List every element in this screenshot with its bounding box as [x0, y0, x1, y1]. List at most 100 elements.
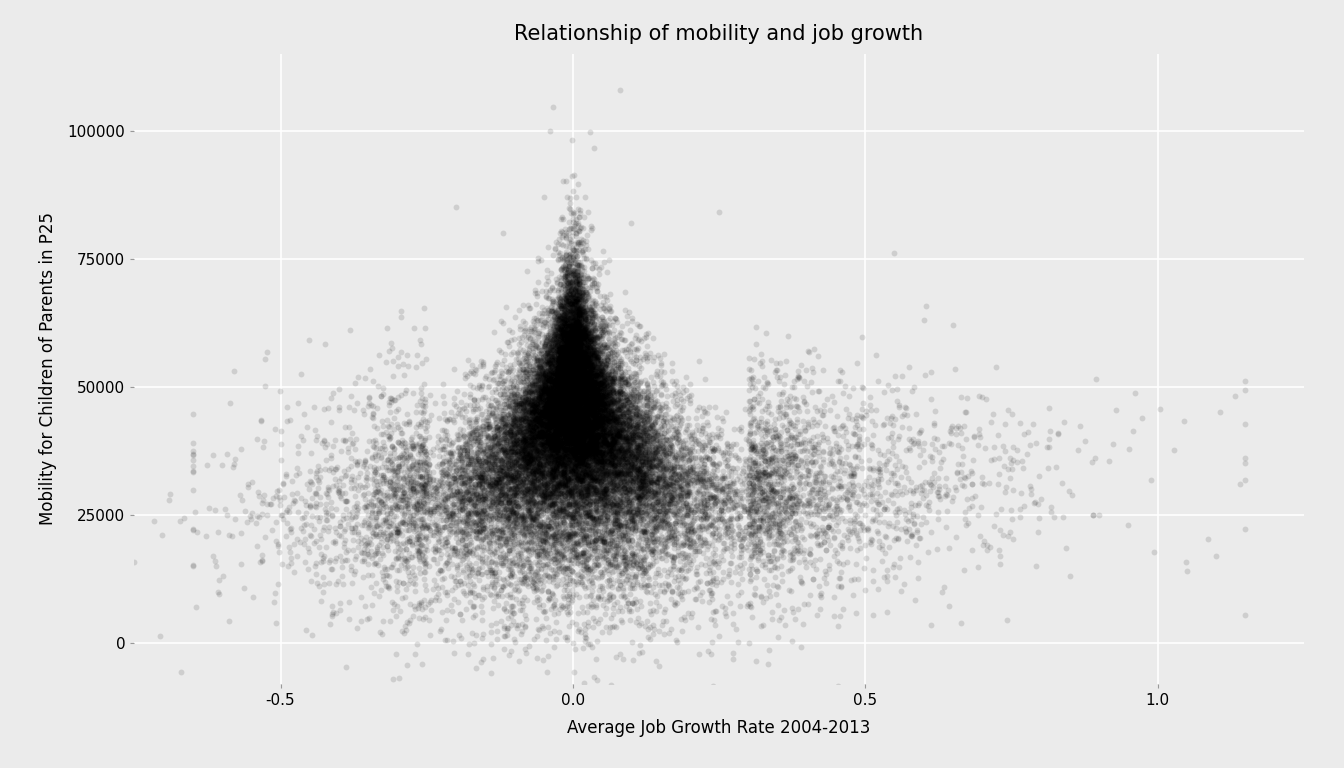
Point	[555, 376, 577, 389]
Point	[508, 498, 530, 511]
Point	[569, 360, 590, 372]
Point	[551, 343, 573, 355]
Point	[560, 511, 582, 523]
Point	[367, 529, 388, 541]
Point	[587, 514, 609, 526]
Point	[547, 402, 569, 415]
Point	[591, 398, 613, 410]
Point	[590, 593, 612, 605]
Point	[532, 352, 554, 364]
Point	[633, 488, 655, 500]
Point	[629, 441, 650, 453]
Point	[574, 380, 595, 392]
Point	[438, 509, 460, 521]
Point	[590, 571, 612, 583]
Point	[564, 427, 586, 439]
Point	[513, 425, 535, 437]
Point	[550, 462, 571, 474]
Point	[548, 353, 570, 365]
Point	[657, 482, 679, 494]
Point	[564, 271, 586, 283]
Point	[564, 457, 586, 469]
Point	[472, 379, 493, 392]
Point	[569, 349, 590, 361]
Point	[617, 389, 638, 402]
Point	[543, 481, 564, 493]
Point	[531, 541, 552, 554]
Point	[360, 569, 382, 581]
Point	[524, 441, 546, 453]
Point	[507, 482, 528, 494]
Point	[564, 403, 586, 415]
Point	[560, 352, 582, 364]
Point	[563, 453, 585, 465]
Point	[530, 438, 551, 450]
Point	[555, 376, 577, 388]
Point	[636, 451, 657, 463]
Point	[468, 492, 489, 504]
Point	[751, 469, 773, 482]
Point	[591, 492, 613, 505]
Point	[363, 478, 384, 490]
Point	[797, 456, 818, 468]
Point	[407, 418, 429, 430]
Point	[554, 384, 575, 396]
Point	[574, 396, 595, 408]
Point	[513, 506, 535, 518]
Point	[594, 449, 616, 461]
Point	[859, 399, 880, 412]
Point	[220, 530, 242, 542]
Point	[492, 432, 513, 445]
Point	[570, 311, 591, 323]
Point	[538, 409, 559, 421]
Point	[530, 412, 551, 425]
Point	[544, 333, 566, 345]
Point	[544, 399, 566, 411]
Point	[562, 465, 583, 477]
Point	[571, 421, 593, 433]
Point	[543, 310, 564, 323]
Point	[449, 485, 470, 497]
Point	[535, 406, 556, 418]
Point	[462, 525, 484, 538]
Point	[575, 330, 597, 343]
Point	[444, 362, 465, 375]
Point	[594, 448, 616, 460]
Point	[563, 453, 585, 465]
Point	[555, 450, 577, 462]
Point	[371, 415, 392, 427]
Point	[305, 557, 327, 569]
Point	[456, 515, 477, 528]
Point	[663, 460, 684, 472]
Point	[585, 295, 606, 307]
Point	[625, 521, 646, 533]
Point	[636, 540, 657, 552]
Point	[612, 425, 633, 437]
Point	[517, 397, 539, 409]
Point	[573, 353, 594, 365]
Point	[617, 442, 638, 455]
Point	[579, 444, 601, 456]
Point	[429, 474, 450, 486]
Point	[555, 361, 577, 373]
Point	[602, 448, 624, 460]
Point	[585, 437, 606, 449]
Point	[473, 489, 495, 502]
Point	[505, 489, 527, 502]
Point	[948, 439, 969, 452]
Point	[577, 398, 598, 410]
Point	[601, 399, 622, 411]
Point	[571, 452, 593, 465]
Point	[574, 280, 595, 293]
Point	[558, 472, 579, 484]
Point	[702, 526, 723, 538]
Point	[587, 372, 609, 385]
Point	[614, 447, 636, 459]
Point	[559, 399, 581, 411]
Point	[534, 551, 555, 564]
Point	[548, 359, 570, 372]
Point	[552, 397, 574, 409]
Point	[535, 356, 556, 368]
Point	[578, 419, 599, 432]
Point	[485, 421, 507, 433]
